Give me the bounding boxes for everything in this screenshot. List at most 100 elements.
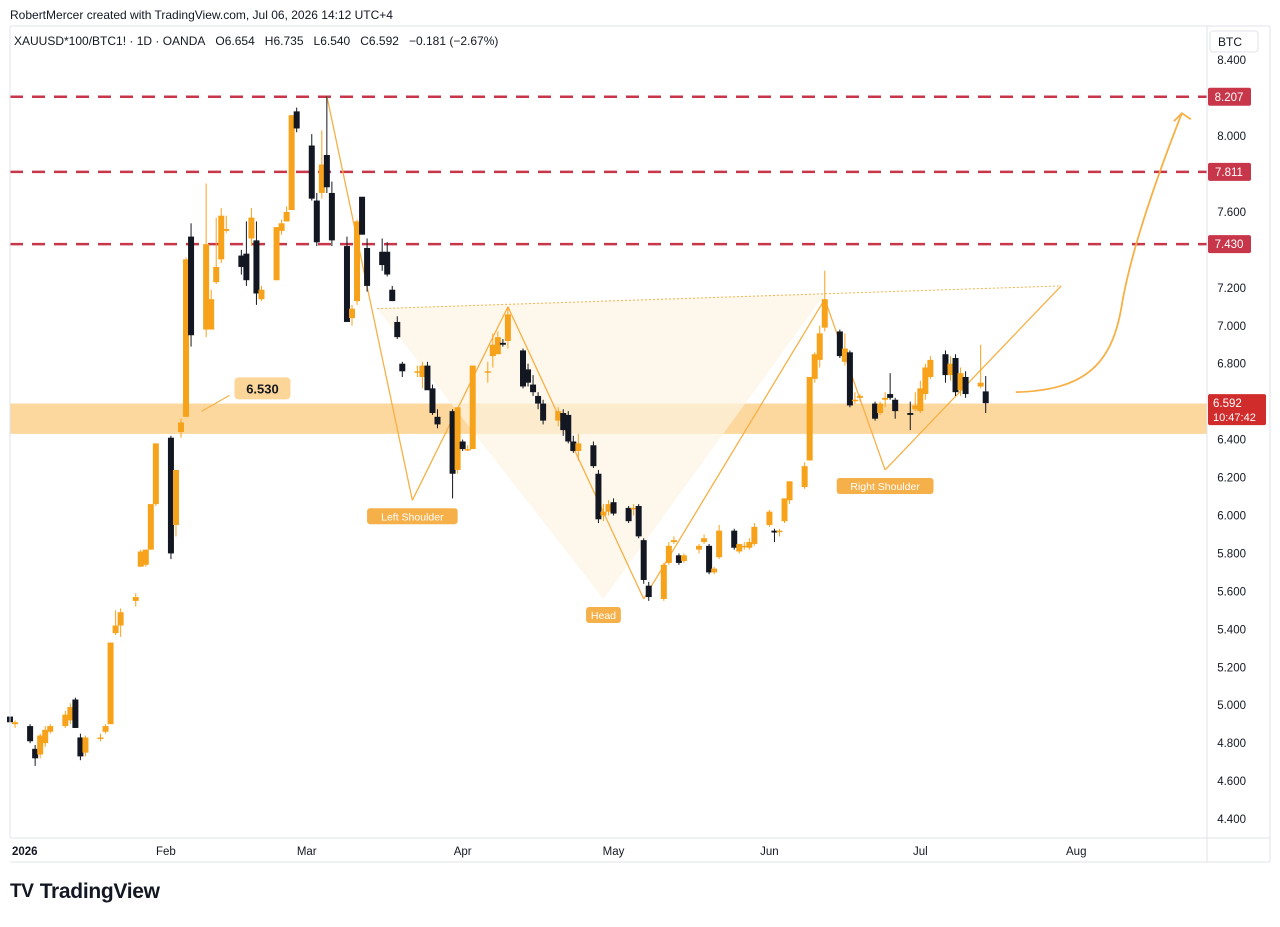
candle[interactable]	[42, 729, 49, 744]
symbol-legend[interactable]: XAUUSD*100/BTC1! · 1D · OANDA O6.654 H6.…	[14, 34, 498, 48]
candle[interactable]	[147, 504, 154, 550]
candle[interactable]	[887, 394, 894, 398]
candle[interactable]	[394, 321, 401, 338]
candle[interactable]	[600, 511, 607, 516]
candle[interactable]	[47, 726, 54, 732]
candle[interactable]	[962, 376, 969, 395]
candle[interactable]	[178, 422, 184, 432]
candle[interactable]	[172, 469, 179, 525]
candle[interactable]	[957, 373, 964, 391]
candle[interactable]	[117, 612, 124, 626]
candle[interactable]	[27, 726, 34, 742]
candle[interactable]	[494, 337, 501, 355]
candle[interactable]	[499, 342, 506, 345]
candle[interactable]	[278, 223, 285, 231]
pattern-line[interactable]	[824, 298, 886, 471]
candle[interactable]	[323, 155, 330, 188]
candle[interactable]	[72, 699, 79, 728]
candle[interactable]	[424, 365, 431, 391]
candle[interactable]	[565, 414, 572, 442]
candle[interactable]	[746, 542, 753, 548]
candle[interactable]	[610, 502, 617, 514]
candle[interactable]	[484, 371, 491, 373]
candle[interactable]	[851, 399, 858, 402]
candle[interactable]	[142, 549, 149, 565]
candle[interactable]	[364, 247, 371, 286]
candle[interactable]	[841, 348, 848, 362]
candle[interactable]	[293, 111, 300, 129]
candle[interactable]	[107, 642, 114, 725]
candle[interactable]	[977, 382, 984, 387]
candle[interactable]	[359, 196, 366, 235]
candle[interactable]	[530, 384, 537, 393]
pattern-line[interactable]	[326, 96, 413, 501]
candle[interactable]	[696, 545, 703, 550]
candle[interactable]	[751, 526, 758, 544]
candle[interactable]	[892, 399, 899, 412]
candle[interactable]	[821, 299, 828, 328]
candle[interactable]	[877, 403, 884, 414]
candle[interactable]	[630, 507, 637, 510]
pattern-line[interactable]	[643, 298, 826, 600]
candle[interactable]	[942, 354, 949, 376]
candle[interactable]	[640, 540, 647, 580]
candle[interactable]	[399, 363, 406, 372]
candle[interactable]	[132, 597, 139, 601]
support-label-pill[interactable]	[234, 377, 291, 400]
candle[interactable]	[414, 371, 421, 373]
candle[interactable]	[218, 215, 225, 260]
candle[interactable]	[379, 251, 386, 266]
candle[interactable]	[605, 504, 612, 512]
candle[interactable]	[283, 211, 290, 222]
candle[interactable]	[645, 585, 652, 598]
candle[interactable]	[223, 229, 230, 231]
candle[interactable]	[836, 331, 843, 357]
candle[interactable]	[917, 388, 924, 412]
candle[interactable]	[771, 530, 778, 533]
candle[interactable]	[318, 164, 325, 193]
annotation-pill[interactable]	[367, 508, 458, 525]
candle[interactable]	[736, 543, 743, 552]
candle[interactable]	[152, 443, 159, 505]
candle[interactable]	[248, 217, 255, 239]
candle[interactable]	[816, 333, 823, 360]
candle[interactable]	[776, 530, 783, 533]
candle[interactable]	[625, 507, 632, 522]
candle[interactable]	[328, 192, 335, 241]
candle[interactable]	[856, 395, 863, 398]
candle[interactable]	[82, 737, 89, 753]
candle[interactable]	[97, 737, 104, 739]
candle[interactable]	[952, 358, 959, 393]
candle[interactable]	[680, 555, 687, 562]
annotation-pill[interactable]	[586, 606, 621, 623]
candle[interactable]	[535, 395, 542, 404]
tradingview-brand[interactable]: TV TradingView	[10, 880, 160, 904]
candle[interactable]	[560, 413, 567, 431]
candle[interactable]	[62, 714, 69, 727]
candle[interactable]	[389, 289, 396, 302]
candle[interactable]	[238, 255, 245, 267]
candle[interactable]	[872, 403, 879, 419]
candle[interactable]	[112, 625, 119, 634]
candle[interactable]	[525, 369, 532, 383]
candle[interactable]	[37, 735, 44, 755]
candle[interactable]	[253, 240, 260, 294]
candle[interactable]	[766, 511, 773, 525]
candle[interactable]	[912, 405, 919, 410]
candle[interactable]	[449, 411, 456, 474]
candle[interactable]	[349, 308, 355, 319]
candle[interactable]	[540, 403, 547, 421]
candle[interactable]	[469, 365, 476, 450]
candle[interactable]	[665, 545, 672, 563]
pattern-line[interactable]	[884, 285, 1062, 471]
pattern-line[interactable]	[411, 306, 509, 501]
candle[interactable]	[731, 530, 738, 548]
candle[interactable]	[504, 314, 511, 341]
candle[interactable]	[313, 200, 320, 243]
candle[interactable]	[701, 538, 708, 543]
candle[interactable]	[464, 449, 471, 451]
candle[interactable]	[343, 246, 350, 322]
candle[interactable]	[595, 473, 602, 520]
candle[interactable]	[32, 748, 39, 759]
candle[interactable]	[741, 545, 748, 548]
